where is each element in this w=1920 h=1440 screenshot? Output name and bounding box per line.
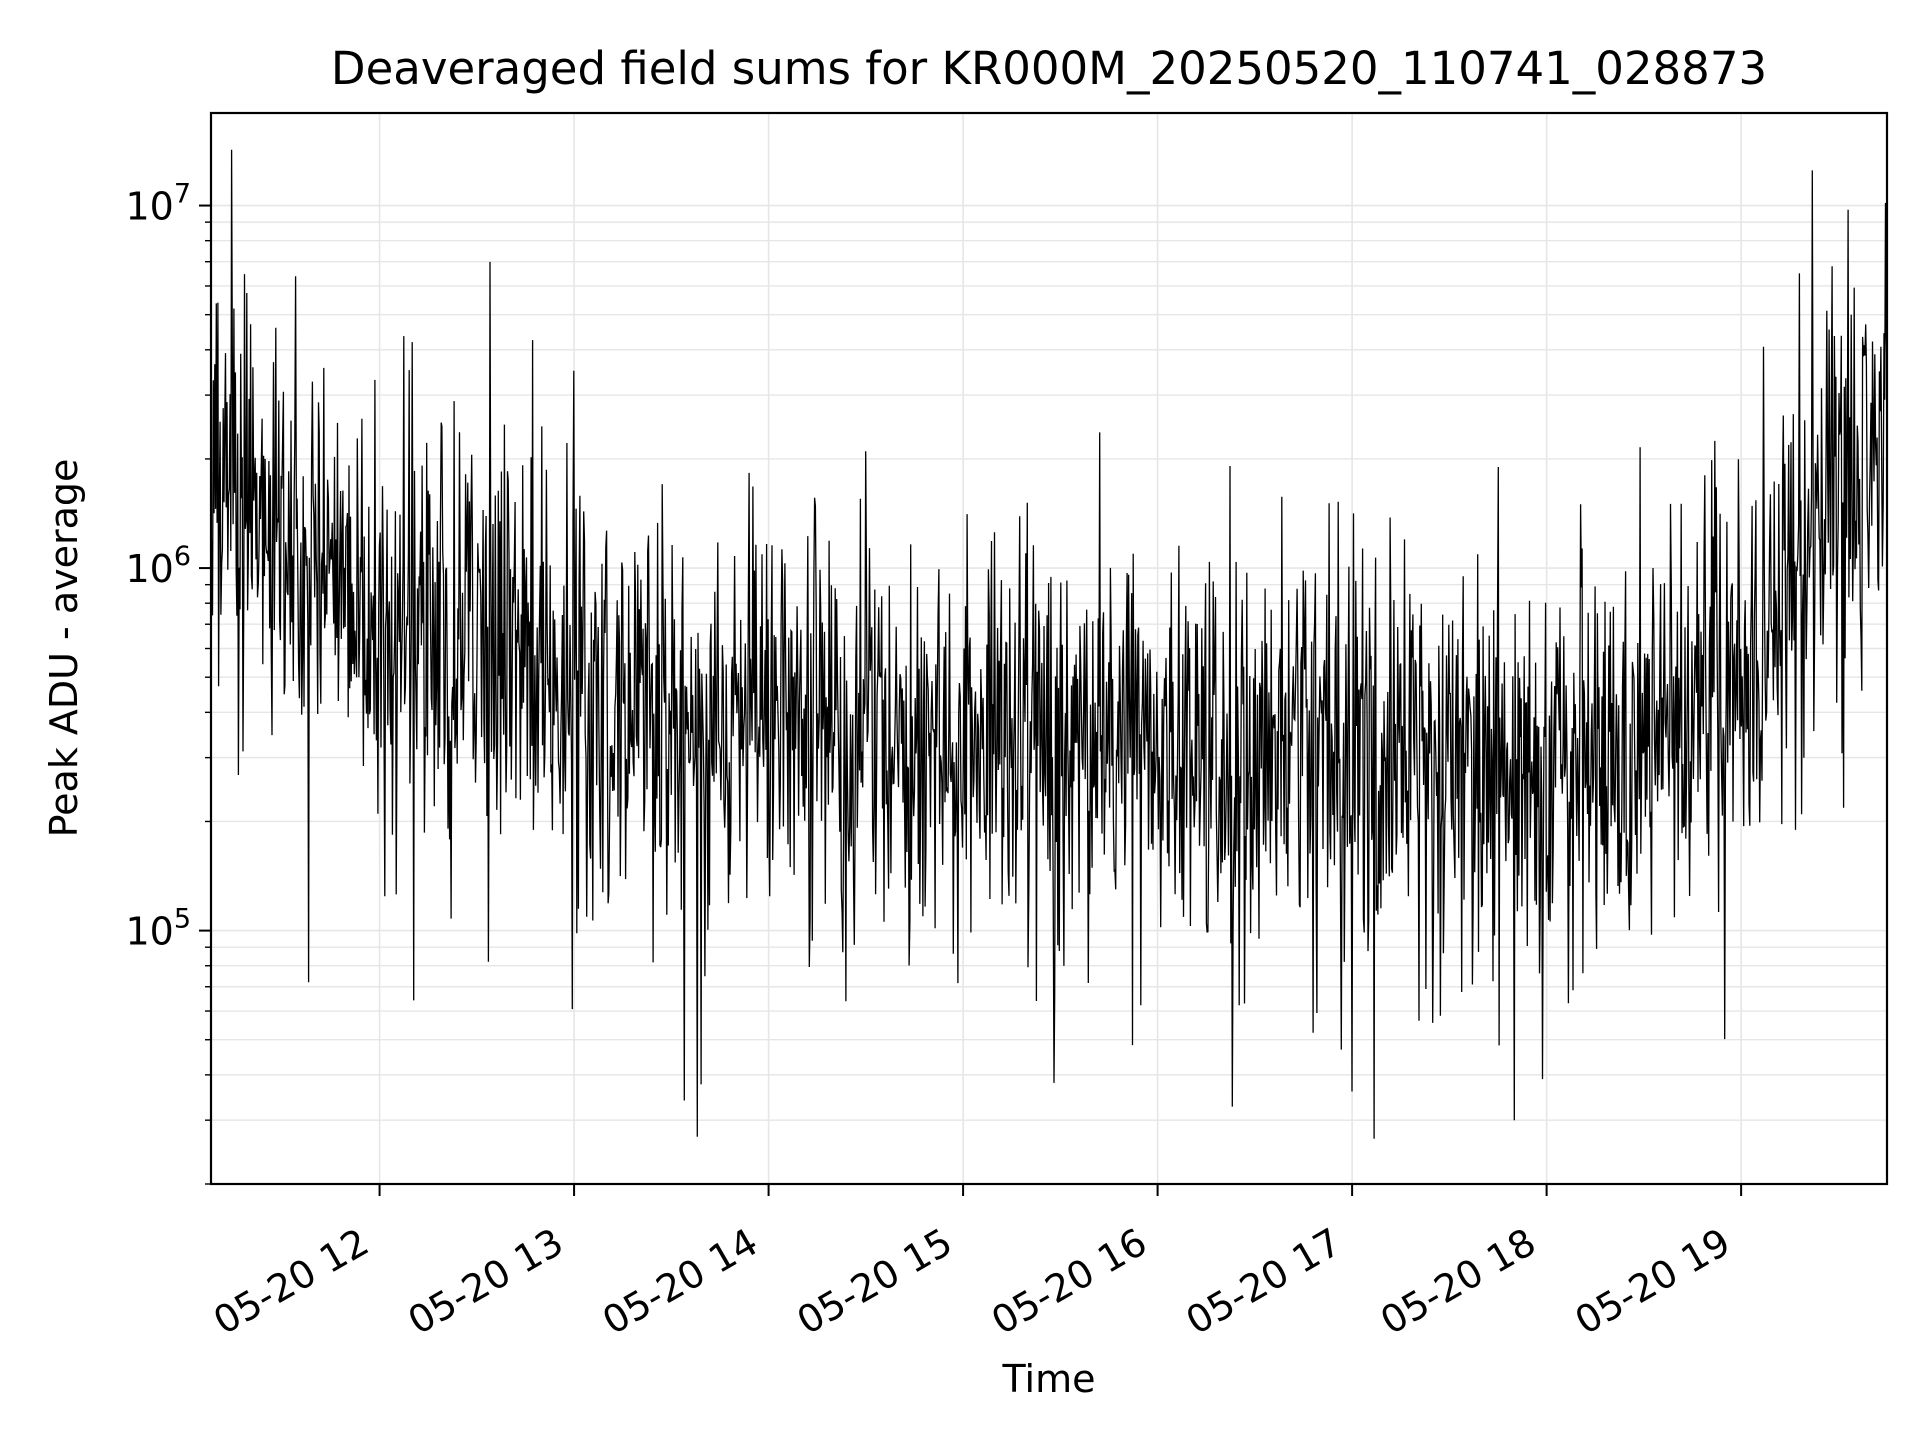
x-axis-label: Time bbox=[1002, 1357, 1096, 1401]
chart-title: Deaveraged field sums for KR000M_2025052… bbox=[331, 42, 1767, 95]
y-tick-label: 107 bbox=[125, 179, 191, 229]
y-tick-label: 106 bbox=[125, 541, 191, 591]
y-axis-label: Peak ADU - average bbox=[42, 459, 86, 838]
series-line bbox=[210, 149, 1888, 1139]
data-series bbox=[210, 149, 1888, 1139]
y-tick-label: 105 bbox=[125, 904, 191, 954]
